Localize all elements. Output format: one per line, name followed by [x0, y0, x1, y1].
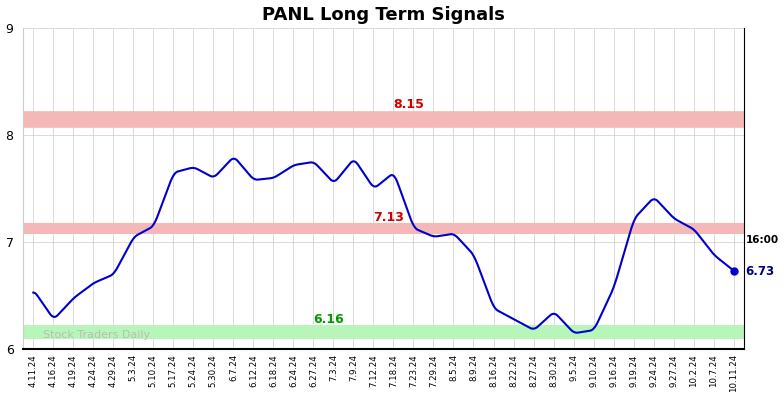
- Text: 6.73: 6.73: [746, 265, 775, 278]
- Text: 7.13: 7.13: [373, 211, 405, 224]
- Text: 16:00: 16:00: [746, 235, 779, 245]
- Text: Stock Traders Daily: Stock Traders Daily: [43, 330, 151, 339]
- Text: 6.16: 6.16: [314, 312, 344, 326]
- Text: 8.15: 8.15: [394, 98, 424, 111]
- Title: PANL Long Term Signals: PANL Long Term Signals: [262, 6, 505, 23]
